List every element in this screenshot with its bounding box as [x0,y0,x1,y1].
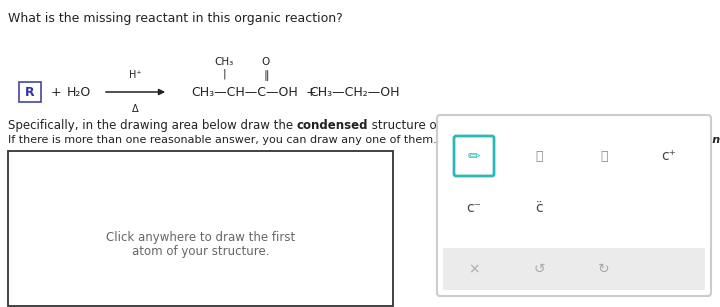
Text: ×: × [468,262,480,276]
Text: What is the missing reactant in this organic reaction?: What is the missing reactant in this org… [8,12,343,25]
Text: No answer: No answer [685,135,720,145]
Bar [8,151,393,306]
Text: ↻: ↻ [598,262,610,276]
Text: Click anywhere to draw the first: Click anywhere to draw the first [106,231,295,243]
Text: structure of: structure of [369,119,445,132]
Text: Specifically, in the drawing area below draw the: Specifically, in the drawing area below … [8,119,297,132]
Text: 👆: 👆 [600,150,608,162]
Text: R: R [445,119,454,132]
Text: condensed: condensed [297,119,369,132]
Text: H⁺: H⁺ [129,70,142,80]
Text: +: + [306,86,316,99]
FancyBboxPatch shape [437,115,711,296]
Text: ✏: ✏ [467,149,480,164]
FancyBboxPatch shape [454,136,494,176]
FancyBboxPatch shape [19,82,41,102]
Text: 📝: 📝 [535,150,543,162]
Bar [443,248,705,290]
Text: Δ: Δ [132,104,139,114]
Text: R: R [25,86,35,99]
Text: c⁻: c⁻ [467,201,482,215]
Text: ↺: ↺ [534,262,545,276]
Text: O: O [262,57,270,67]
Text: CH₃—CH₂—OH: CH₃—CH₂—OH [310,86,400,99]
Text: |: | [222,68,226,79]
Text: H₂O: H₂O [67,86,91,99]
Text: If there is more than one reasonable answer, you can draw any one of them. If th: If there is more than one reasonable ans… [8,135,497,145]
Text: +: + [50,86,61,99]
Text: ∥: ∥ [264,70,269,81]
Text: c⁺: c⁺ [662,149,676,163]
Text: .: . [454,119,458,132]
Text: c̈: c̈ [535,201,543,215]
Text: CH₃: CH₃ [215,57,233,67]
Text: no: no [497,135,510,145]
Text: atom of your structure.: atom of your structure. [132,246,269,258]
Text: CH₃—CH—C—OH: CH₃—CH—C—OH [192,86,298,99]
Text: reasonable answer, check the: reasonable answer, check the [510,135,685,145]
